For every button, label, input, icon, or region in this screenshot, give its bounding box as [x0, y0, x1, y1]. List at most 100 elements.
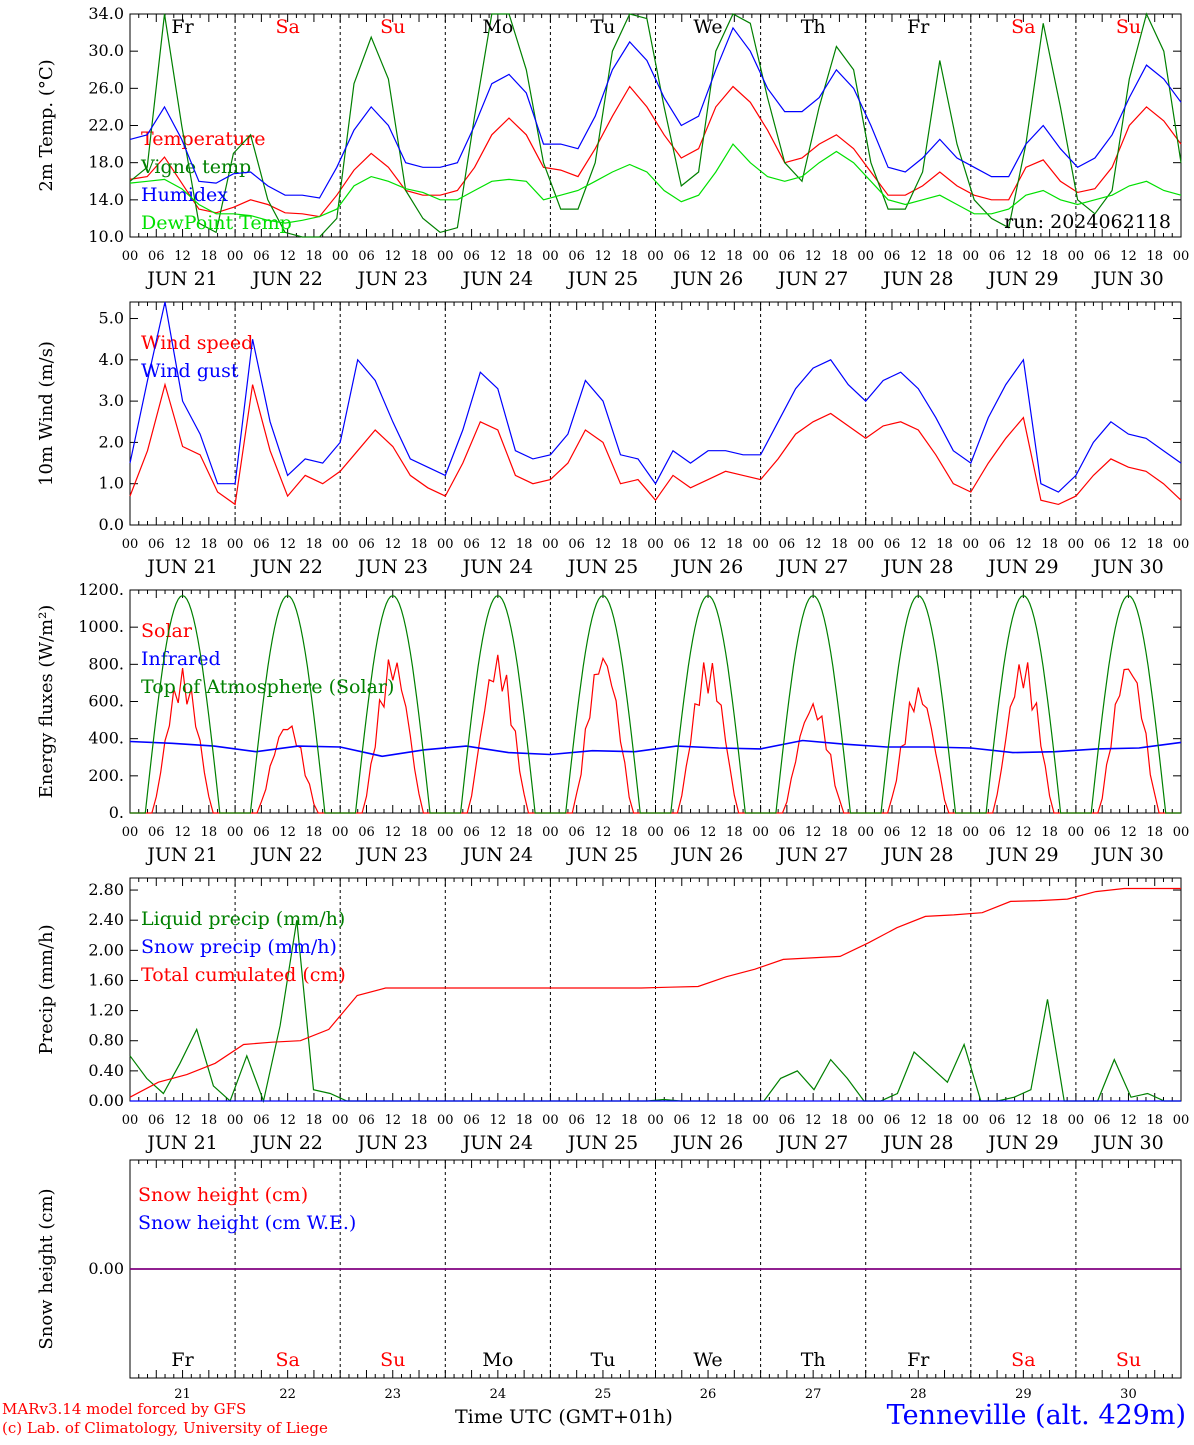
- y-tick-label: 5.0: [99, 309, 124, 328]
- hour-label: 06: [358, 537, 375, 552]
- hour-label: 12: [1015, 825, 1032, 840]
- hour-label: 00: [1173, 825, 1190, 840]
- hour-label: 00: [542, 1113, 559, 1128]
- hour-label: 00: [122, 537, 139, 552]
- hour-label: 00: [1068, 249, 1085, 264]
- hour-label: 00: [437, 537, 454, 552]
- hour-label: 12: [910, 537, 927, 552]
- hour-label: 12: [1120, 1113, 1137, 1128]
- hour-label: 06: [463, 1113, 480, 1128]
- hour-label: 06: [148, 1113, 165, 1128]
- day-of-week-label: Sa: [275, 16, 299, 38]
- hour-label: 18: [411, 825, 428, 840]
- legend-entry: Liquid precip (mm/h): [141, 908, 345, 930]
- y-tick-label: 10.0: [88, 227, 124, 246]
- y-tick-label: 0.0: [99, 515, 124, 534]
- hour-label: 12: [595, 537, 612, 552]
- hour-label: 00: [437, 825, 454, 840]
- y-axis-label: Snow height (cm): [36, 1188, 57, 1349]
- y-tick-label: 0.80: [88, 1031, 124, 1050]
- date-label: JUN 26: [671, 268, 743, 290]
- hour-label: 06: [148, 249, 165, 264]
- hour-label: 12: [279, 1113, 296, 1128]
- date-label: JUN 29: [986, 556, 1058, 578]
- hour-label: 06: [779, 249, 796, 264]
- hour-label: 00: [752, 249, 769, 264]
- hour-label: 18: [1146, 1113, 1163, 1128]
- date-label: JUN 25: [566, 556, 638, 578]
- hour-label: 18: [936, 825, 953, 840]
- date-label: JUN 24: [461, 1132, 533, 1154]
- hour-label: 12: [805, 537, 822, 552]
- hour-label: 18: [1041, 1113, 1058, 1128]
- hour-label: 00: [542, 537, 559, 552]
- hour-label: 12: [279, 537, 296, 552]
- date-label: JUN 26: [671, 1132, 743, 1154]
- hour-label: 00: [227, 249, 244, 264]
- hour-label: 18: [306, 1113, 323, 1128]
- hour-label: 00: [332, 537, 349, 552]
- hour-label: 18: [621, 249, 638, 264]
- date-label: JUN 24: [461, 556, 533, 578]
- legend-entry: Humidex: [141, 184, 228, 206]
- date-label: JUN 23: [356, 268, 428, 290]
- legend-entry: Wind speed: [141, 332, 253, 354]
- hour-label: 18: [831, 249, 848, 264]
- hour-label: 12: [1015, 249, 1032, 264]
- hour-label: 00: [122, 825, 139, 840]
- date-label: JUN 29: [986, 268, 1058, 290]
- day-of-week-label: Mo: [482, 16, 513, 38]
- hour-label: 00: [1173, 249, 1190, 264]
- date-label: JUN 28: [881, 268, 953, 290]
- hour-label: 12: [1120, 249, 1137, 264]
- legend-entry: Infrared: [141, 648, 221, 670]
- hour-label: 06: [779, 537, 796, 552]
- date-label: JUN 22: [250, 268, 322, 290]
- date-label: JUN 22: [250, 556, 322, 578]
- series-line-vigne-temp: [129, 12, 1182, 238]
- y-tick-label: 0.: [109, 803, 124, 822]
- hour-label: 06: [1094, 1113, 1111, 1128]
- legend-entry: Snow height (cm W.E.): [138, 1212, 356, 1234]
- date-number-label: 27: [805, 1387, 822, 1402]
- hour-label: 00: [752, 1113, 769, 1128]
- hour-label: 06: [148, 825, 165, 840]
- hour-label: 06: [989, 1113, 1006, 1128]
- date-label: JUN 24: [461, 268, 533, 290]
- date-label: JUN 29: [986, 1132, 1058, 1154]
- hour-label: 18: [621, 537, 638, 552]
- day-of-week-label: Sa: [1011, 16, 1035, 38]
- y-axis-label: Precip (mm/h): [36, 924, 57, 1054]
- hour-label: 18: [936, 1113, 953, 1128]
- hour-label: 18: [516, 537, 533, 552]
- hour-label: 00: [963, 825, 980, 840]
- y-tick-label: 18.0: [88, 153, 124, 172]
- date-label: JUN 28: [881, 1132, 953, 1154]
- series-line-liquid-precip-mm-h-: [129, 920, 1181, 1104]
- date-number-label: 30: [1120, 1387, 1137, 1402]
- y-tick-label: 22.0: [88, 116, 124, 135]
- date-label: JUN 22: [250, 844, 322, 866]
- date-label: JUN 27: [776, 1132, 848, 1154]
- hour-label: 00: [332, 249, 349, 264]
- hour-label: 06: [674, 249, 691, 264]
- hour-label: 12: [174, 537, 191, 552]
- hour-label: 12: [1120, 825, 1137, 840]
- hour-label: 06: [463, 537, 480, 552]
- day-of-week-label: Th: [801, 16, 826, 38]
- hour-label: 12: [1120, 537, 1137, 552]
- hour-label: 06: [463, 825, 480, 840]
- series-line-wind-speed: [129, 382, 1182, 506]
- day-of-week-label: We: [693, 1349, 722, 1371]
- hour-label: 06: [989, 249, 1006, 264]
- hour-label: 06: [253, 249, 270, 264]
- hour-label: 18: [621, 825, 638, 840]
- hour-label: 00: [1068, 537, 1085, 552]
- hour-label: 18: [1146, 249, 1163, 264]
- hour-label: 06: [1094, 537, 1111, 552]
- hour-label: 06: [884, 1113, 901, 1128]
- y-tick-label: 2.80: [88, 880, 124, 899]
- series-line-infrared: [129, 739, 1182, 758]
- legend-entry: Top of Atmosphere (Solar): [141, 676, 394, 698]
